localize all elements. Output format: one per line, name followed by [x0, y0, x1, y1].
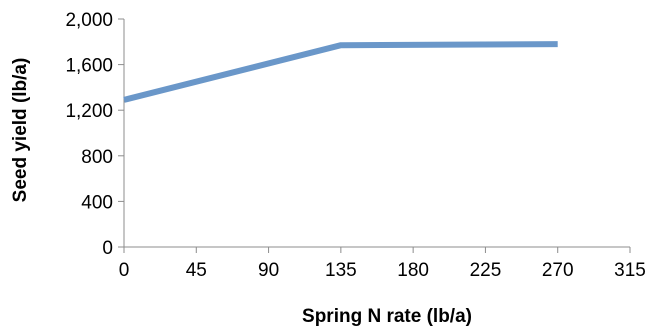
x-tick-label: 225 [470, 260, 502, 281]
x-tick-label: 135 [325, 260, 357, 281]
y-tick-label: 1,600 [65, 56, 113, 77]
x-axis-title: Spring N rate (lb/a) [302, 306, 472, 327]
y-tick-label: 400 [81, 192, 113, 213]
y-tick-label: 0 [102, 238, 113, 259]
x-axis-ticks: 0 45 90 135 180 225 270 315 [119, 247, 646, 281]
y-tick-label: 2,000 [65, 10, 113, 31]
y-tick-label: 1,200 [65, 101, 113, 122]
x-tick-label: 315 [614, 260, 646, 281]
series-layer [123, 41, 558, 103]
x-tick-label: 90 [258, 260, 279, 281]
x-tick-label: 180 [397, 260, 429, 281]
y-axis-title: Seed yield (lb/a) [10, 58, 31, 203]
y-tick-label: 800 [81, 147, 113, 168]
x-tick-label: 270 [542, 260, 574, 281]
y-axis-ticks: 0 400 800 1,200 1,600 2,000 [65, 10, 124, 259]
series-line-0 [123, 41, 558, 103]
x-tick-label: 45 [186, 260, 207, 281]
x-tick-label: 0 [119, 260, 130, 281]
